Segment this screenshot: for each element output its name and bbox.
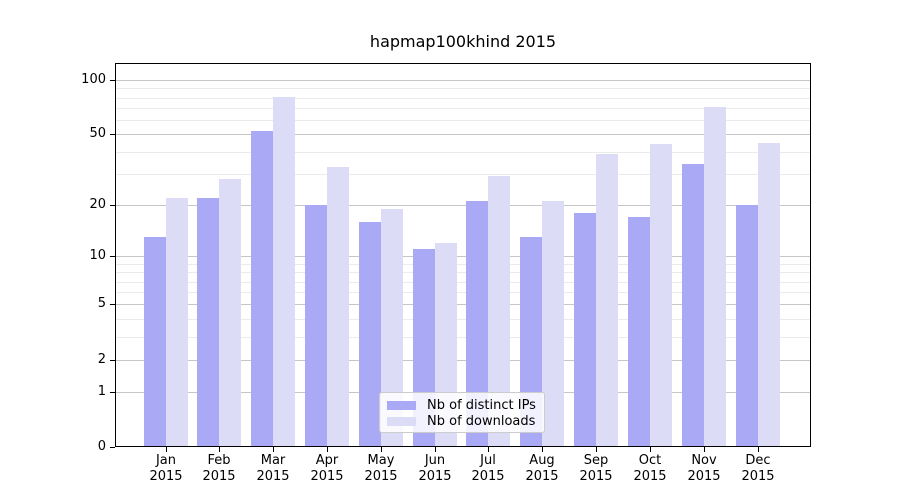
chart-title: hapmap100khind 2015 bbox=[369, 32, 557, 51]
bar bbox=[144, 237, 166, 447]
bar bbox=[381, 209, 403, 447]
x-tick-mark bbox=[219, 447, 220, 452]
bar bbox=[488, 176, 510, 447]
major-gridline bbox=[116, 360, 810, 361]
x-tick-mark bbox=[166, 447, 167, 452]
minor-gridline bbox=[116, 152, 810, 153]
y-tick-label: 100 bbox=[81, 72, 106, 87]
x-tick-mark bbox=[273, 447, 274, 452]
major-gridline bbox=[116, 134, 810, 135]
bar bbox=[219, 179, 241, 447]
x-tick-label: Sep 2015 bbox=[579, 453, 613, 484]
bar bbox=[197, 198, 219, 447]
minor-gridline bbox=[116, 108, 810, 109]
legend-label: Nb of downloads bbox=[427, 413, 536, 429]
x-tick-label: Oct 2015 bbox=[633, 453, 667, 484]
y-tick-label: 10 bbox=[89, 248, 106, 263]
bar bbox=[736, 205, 758, 447]
bar bbox=[596, 154, 618, 447]
minor-gridline bbox=[116, 337, 810, 338]
minor-gridline bbox=[116, 88, 810, 89]
minor-gridline bbox=[116, 319, 810, 320]
y-tick-label: 0 bbox=[97, 439, 106, 454]
y-tick-mark bbox=[110, 134, 115, 135]
legend-item-distinct-ips: Nb of distinct IPs bbox=[380, 397, 544, 413]
x-tick-mark bbox=[327, 447, 328, 452]
x-tick-label: Nov 2015 bbox=[687, 453, 721, 484]
legend-swatch-downloads bbox=[387, 416, 416, 426]
y-tick-mark bbox=[110, 304, 115, 305]
major-gridline bbox=[116, 304, 810, 305]
legend-swatch-distinct-ips bbox=[387, 400, 416, 410]
x-tick-label: Dec 2015 bbox=[741, 453, 775, 484]
major-gridline bbox=[116, 205, 810, 206]
y-tick-mark bbox=[110, 447, 115, 448]
bar bbox=[682, 164, 704, 447]
legend: Nb of distinct IPs Nb of downloads bbox=[379, 392, 545, 433]
bar bbox=[758, 143, 780, 447]
minor-gridline bbox=[116, 292, 810, 293]
bar bbox=[166, 198, 188, 447]
x-tick-mark bbox=[381, 447, 382, 452]
y-tick-mark bbox=[110, 205, 115, 206]
minor-gridline bbox=[116, 264, 810, 265]
y-tick-mark bbox=[110, 256, 115, 257]
x-tick-label: Jul 2015 bbox=[471, 453, 505, 484]
bar bbox=[359, 222, 381, 447]
bar bbox=[327, 167, 349, 447]
minor-gridline bbox=[116, 98, 810, 99]
major-gridline bbox=[116, 80, 810, 81]
x-tick-mark bbox=[488, 447, 489, 452]
y-tick-label: 5 bbox=[97, 296, 106, 311]
bar bbox=[273, 97, 295, 447]
major-gridline bbox=[116, 256, 810, 257]
bar bbox=[251, 131, 273, 447]
x-tick-label: Jan 2015 bbox=[149, 453, 183, 484]
legend-item-downloads: Nb of downloads bbox=[380, 413, 544, 429]
minor-gridline bbox=[116, 120, 810, 121]
minor-gridline bbox=[116, 272, 810, 273]
y-tick-label: 20 bbox=[89, 197, 106, 212]
bar bbox=[574, 213, 596, 447]
minor-gridline bbox=[116, 174, 810, 175]
y-tick-mark bbox=[110, 360, 115, 361]
y-tick-mark bbox=[110, 80, 115, 81]
bar bbox=[305, 205, 327, 447]
x-tick-mark bbox=[596, 447, 597, 452]
bar bbox=[466, 201, 488, 447]
minor-gridline bbox=[116, 282, 810, 283]
legend-label: Nb of distinct IPs bbox=[427, 397, 536, 413]
bar bbox=[704, 107, 726, 447]
x-tick-label: May 2015 bbox=[364, 453, 398, 484]
x-tick-label: Aug 2015 bbox=[525, 453, 559, 484]
bar bbox=[542, 201, 564, 447]
x-tick-label: Apr 2015 bbox=[310, 453, 344, 484]
x-tick-mark bbox=[704, 447, 705, 452]
x-tick-label: Mar 2015 bbox=[256, 453, 290, 484]
x-tick-label: Jun 2015 bbox=[418, 453, 452, 484]
y-tick-label: 50 bbox=[89, 126, 106, 141]
bar bbox=[650, 144, 672, 447]
y-tick-label: 2 bbox=[97, 352, 106, 367]
bar bbox=[628, 217, 650, 447]
x-tick-mark bbox=[542, 447, 543, 452]
x-tick-mark bbox=[650, 447, 651, 452]
x-tick-mark bbox=[758, 447, 759, 452]
x-tick-mark bbox=[435, 447, 436, 452]
x-tick-label: Feb 2015 bbox=[202, 453, 236, 484]
y-tick-mark bbox=[110, 392, 115, 393]
y-tick-label: 1 bbox=[97, 384, 106, 399]
